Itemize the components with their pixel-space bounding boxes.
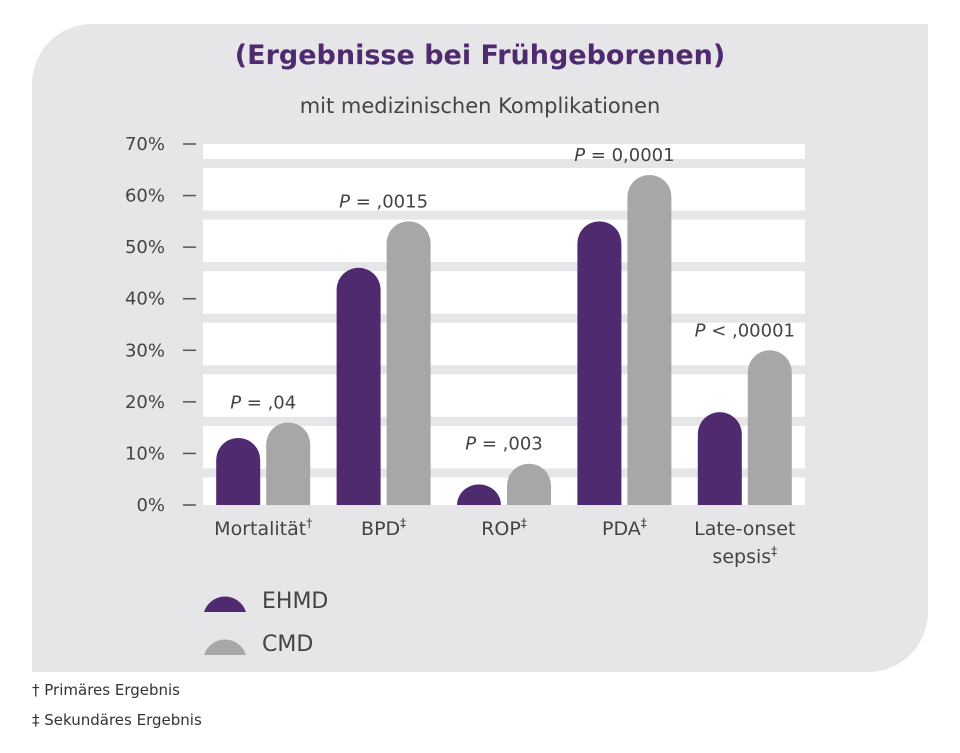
- gridline: [203, 468, 805, 478]
- p-value-label: P = ,003: [465, 434, 542, 455]
- bar-ehmd: [336, 267, 381, 505]
- bar-ehmd: [216, 437, 261, 505]
- x-category-label-line2: sepsis‡: [712, 544, 777, 568]
- chart-title: (Ergebnisse bei Frühgeborenen): [235, 40, 725, 71]
- bar-cmd: [627, 174, 672, 505]
- x-category-label: PDA‡: [602, 516, 647, 540]
- gridline: [203, 159, 805, 168]
- y-tick-label: 60%: [125, 186, 165, 207]
- y-tick-label: 70%: [125, 134, 165, 155]
- footnote-secondary: ‡ Sekundäres Ergebnis: [32, 711, 202, 729]
- gridline: [203, 262, 805, 272]
- p-value-label: P < ,00001: [695, 320, 795, 341]
- legend-label-cmd: CMD: [262, 632, 313, 657]
- plot-area: 0% 10% 20% 30% 40% 50% 60% 70% P = ,04 Mortalität…: [125, 134, 805, 568]
- y-tick-label: 30%: [125, 340, 165, 361]
- y-tick-label: 40%: [125, 289, 165, 310]
- bar-cmd: [507, 463, 551, 505]
- footnote-primary: † Primäres Ergebnis: [32, 681, 180, 699]
- bar-ehmd: [697, 412, 742, 505]
- p-value-label: P = ,04: [230, 392, 296, 413]
- bar-cmd: [386, 221, 431, 505]
- gridline: [203, 210, 805, 220]
- x-category-label: BPD‡: [361, 516, 406, 540]
- legend-label-ehmd: EHMD: [262, 589, 328, 614]
- y-tick-label: 50%: [125, 237, 165, 258]
- gridline: [203, 365, 805, 375]
- x-category-label: ROP‡: [481, 516, 527, 540]
- p-value-label: P = ,0015: [339, 191, 428, 212]
- gridline: [203, 416, 805, 426]
- x-category-label: Late-onset: [694, 518, 795, 540]
- x-category-label: Mortalität†: [214, 516, 312, 540]
- bar-ehmd: [577, 221, 622, 505]
- y-tick-label: 10%: [125, 443, 165, 464]
- gridline: [203, 313, 805, 323]
- chart-subtitle: mit medizinischen Komplikationen: [300, 94, 661, 118]
- legend: EHMD CMD: [204, 589, 328, 657]
- bar-cmd: [747, 350, 792, 505]
- legend-swatch-ehmd: [204, 596, 246, 612]
- y-tick-label: 20%: [125, 392, 165, 413]
- legend-swatch-cmd: [204, 639, 246, 655]
- p-value-label: P = 0,0001: [574, 145, 674, 166]
- bar-ehmd: [457, 484, 501, 505]
- bar-cmd: [266, 422, 311, 505]
- y-tick-label: 0%: [136, 495, 165, 516]
